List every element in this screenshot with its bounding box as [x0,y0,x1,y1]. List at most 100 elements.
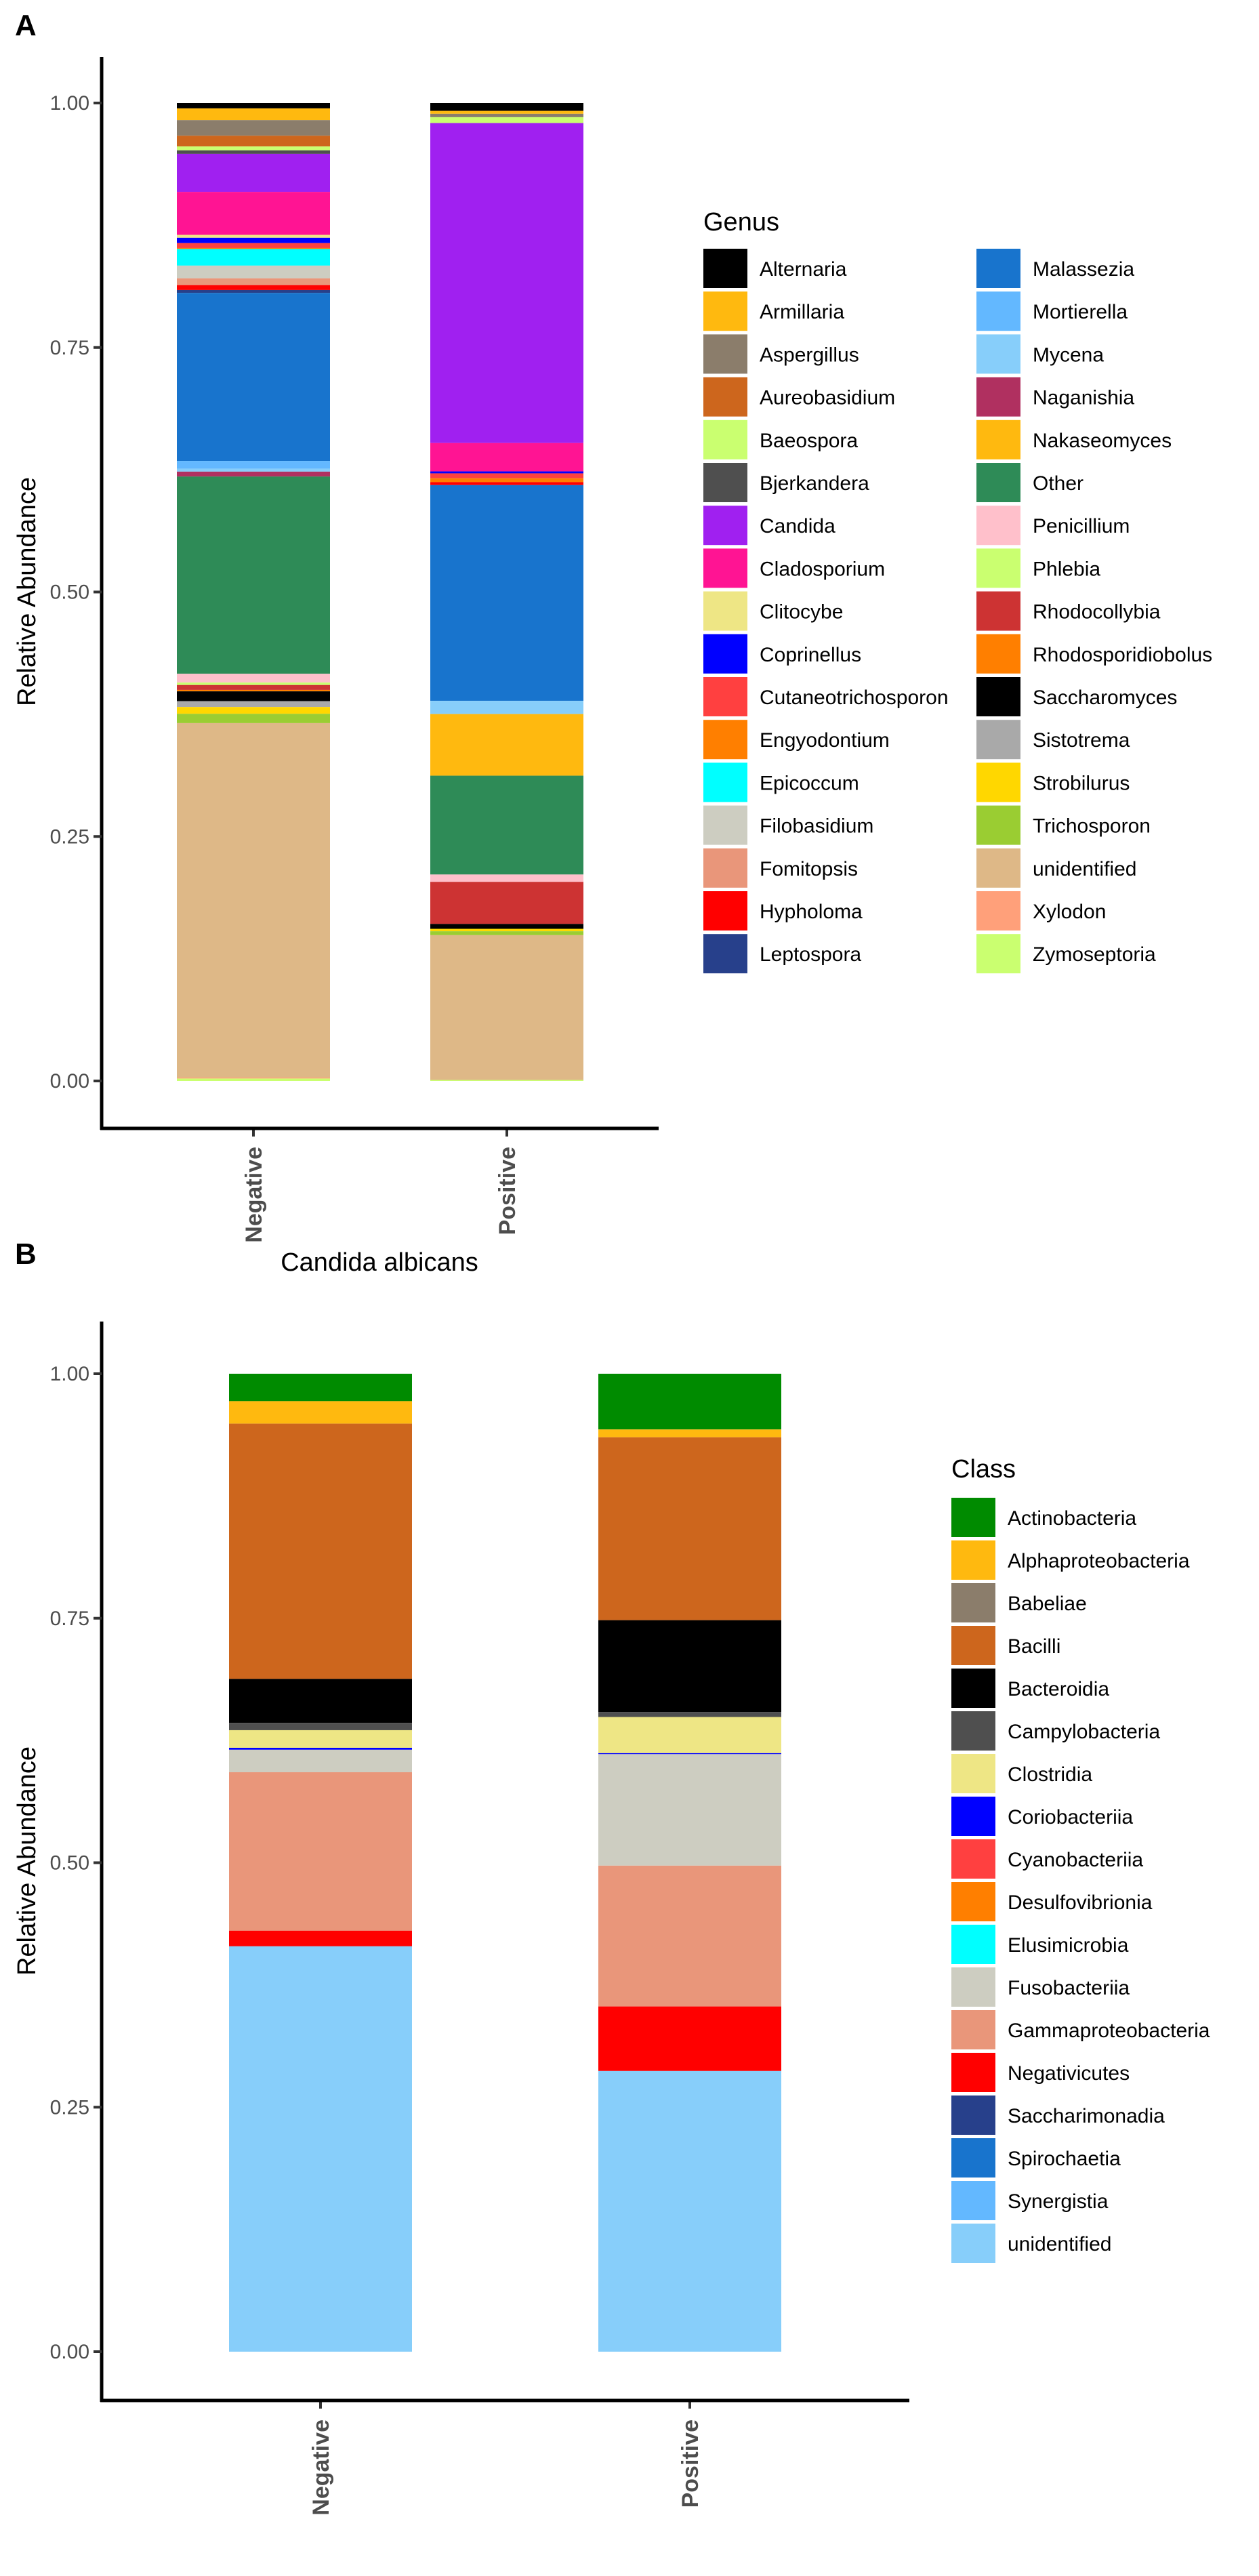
bar-segment-cutaneotrichosporon [177,243,330,248]
legend-key [703,891,747,931]
bar-segment-filobasidium [177,265,330,279]
bar-segment-armillaria [177,108,330,121]
bar-segment-leptospora [177,289,330,293]
bar-segment-zymoseptoria [430,1080,583,1081]
bar-segment-malassezia [177,293,330,462]
legend-item: Penicillium [976,506,1130,546]
y-tick-label: 0.75 [50,337,89,359]
bar-segment-rhodocollybia [430,882,583,924]
bar-segment-negativicutes [598,2006,781,2071]
legend-item: Baeospora [703,420,858,459]
legend-item: Candida [703,506,835,546]
legend-item: Fusobacteriia [951,1967,1130,2007]
legend-item: Mycena [976,334,1104,374]
legend-item: Naganishia [976,377,1134,417]
legend-item: unidentified [951,2224,1111,2263]
legend-item: Rhodosporidiobolus [976,634,1212,674]
y-tick-label: 0.25 [50,2096,89,2119]
legend-key [703,805,747,845]
legend-item: Xylodon [976,891,1106,931]
bar-segment-cladosporium [430,443,583,472]
x-tick-label: Negative [308,2419,334,2516]
bar-segment-coriobacteriia [598,1753,781,1755]
legend-label: Malassezia [1033,258,1134,281]
legend-item: Spirochaetia [951,2138,1121,2178]
legend: Genus Alternaria Armillaria Aspergillus Aure… [703,208,1212,974]
bar-segment-epicoccum [177,249,330,266]
bar-segment-baeospora [177,146,330,150]
y-axis-title: Relative Abundance [13,1746,41,1976]
bar-segment-hypholoma [177,285,330,290]
legend-label: Clitocybe [760,601,843,623]
y-tick-label: 0.50 [50,1852,89,1875]
legend-title: Genus [703,208,779,237]
panel-label: B [15,1238,37,1271]
bar-segment-rhodocollybia [177,684,330,690]
y-tick-label: 0.75 [50,1608,89,1630]
stacked-bar-positive [598,1374,781,2352]
bar-segment-trichosporon [430,931,583,935]
bar-segment-clostridia [229,1730,412,1748]
bar-segment-hypholoma [430,482,583,485]
legend-key [951,2053,995,2092]
legend-key [703,677,747,716]
bar-segment-coriobacteriia [229,1747,412,1750]
bar-segment-alphaproteobacteria [229,1401,412,1424]
bar-segment-sistotrema [177,701,330,708]
legend-key [703,591,747,631]
legend-item: Negativicutes [951,2053,1130,2092]
legend-key [976,720,1020,760]
bar-segment-cladosporium [177,192,330,235]
bar-segment-negativicutes [229,1930,412,1946]
legend-key [951,2181,995,2220]
bar-segment-unidentified [430,935,583,1080]
legend-item: Rhodocollybia [976,591,1161,631]
legend-label: Aspergillus [760,344,859,366]
stacked-bar-positive [430,103,583,1081]
legend: Class Actinobacteria Alphaproteobacteria Ba… [951,1455,1210,2263]
legend-label: Bacteroidia [1008,1678,1109,1700]
legend-key [951,1839,995,1879]
legend-label: Babeliae [1008,1593,1087,1615]
legend-key [951,2224,995,2263]
legend-key [976,634,1020,674]
legend-label: unidentified [1033,858,1136,880]
y-tick-label: 1.00 [50,92,89,115]
legend-key [951,1967,995,2007]
bar-segment-clostridia [598,1717,781,1753]
bar-segment-nakaseomyces [430,714,583,776]
bar-segment-mycena [430,701,583,714]
legend-item: Desulfovibrionia [951,1882,1153,1921]
legend-key [976,762,1020,802]
bar-segment-malassezia [430,485,583,701]
legend-label: Trichosporon [1033,815,1151,838]
stacked-bar-negative [177,103,330,1081]
bar-segment-penicillium [177,674,330,683]
legend-item: unidentified [976,848,1136,888]
bar-segment-rhodosporidiobolus [177,689,330,692]
bar-segment-bacteroidia [598,1620,781,1713]
legend-key [951,1583,995,1622]
legend-label: Filobasidium [760,815,873,838]
legend-item: Clostridia [951,1754,1092,1793]
legend-key [703,634,747,674]
legend-label: Spirochaetia [1008,2148,1121,2170]
legend-item: Cyanobacteriia [951,1839,1143,1879]
panel-label: A [15,9,37,42]
legend-item: Coriobacteriia [951,1797,1133,1836]
legend-label: Negativicutes [1008,2062,1130,2085]
bar-segment-clitocybe [177,234,330,238]
panel-b: B Negative Positive 0.00 0.25 0.50 0.75 1.00 Rel… [13,1238,1210,2516]
bar-segment-mycena [177,468,330,472]
legend-label: Saccharimonadia [1008,2105,1165,2127]
bar-segment-aspergillus [430,113,583,117]
legend-label: Penicillium [1033,515,1130,537]
bar-segment-unidentified [229,1946,412,2352]
legend-key [703,848,747,888]
legend-key [976,805,1020,845]
legend-key [703,249,747,288]
legend-item: Bacteroidia [951,1669,1109,1708]
legend-item: Phlebia [976,548,1100,588]
legend-label: unidentified [1008,2233,1111,2255]
